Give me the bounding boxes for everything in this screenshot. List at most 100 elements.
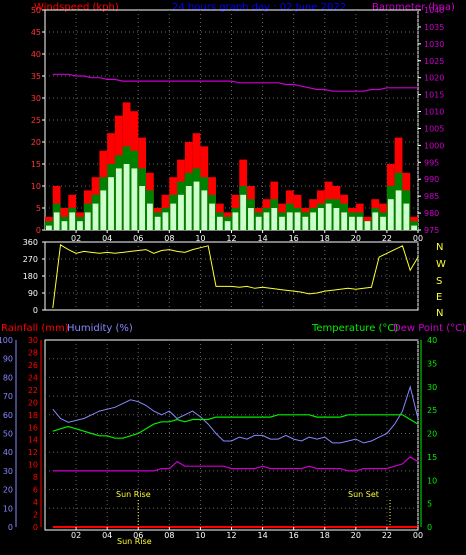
speed-bar bbox=[403, 203, 410, 230]
speed-bar bbox=[147, 203, 153, 230]
speed-bar bbox=[162, 212, 169, 230]
panel1-x-axis: 02 04 06 08 10 12 14 16 18 20 22 00 bbox=[71, 230, 423, 243]
speed-bar bbox=[325, 203, 332, 230]
panel2-grid bbox=[45, 242, 419, 310]
compass-e: E bbox=[436, 292, 442, 303]
speed-bar bbox=[224, 221, 231, 230]
x-tick-label: 00 bbox=[413, 531, 423, 540]
x-tick-label: 02 bbox=[71, 234, 81, 243]
barometer-tick-label: 1000 bbox=[424, 141, 444, 150]
speed-bar bbox=[248, 208, 254, 230]
barometer-tick-label: 1035 bbox=[424, 23, 444, 32]
windspeed-tick-label: 30 bbox=[31, 94, 41, 103]
direction-tick-label: 180 bbox=[23, 272, 38, 281]
windspeed-label: Windspeed (kph) bbox=[34, 2, 119, 13]
windspeed-tick-label: 25 bbox=[31, 116, 41, 125]
windspeed-axis: 0 5 10 15 20 25 30 35 40 45 50 bbox=[31, 6, 45, 235]
humidity-tick-label: 30 bbox=[3, 467, 13, 476]
wind-series bbox=[45, 73, 418, 230]
direction-series bbox=[52, 243, 419, 309]
direction-tick-label: 0 bbox=[33, 306, 38, 315]
speed-bar bbox=[240, 194, 247, 230]
speed-bar bbox=[154, 216, 161, 230]
x-tick-label: 20 bbox=[351, 531, 361, 540]
speed-bar bbox=[77, 221, 83, 230]
direction-line bbox=[52, 243, 419, 309]
rainfall-tick-label: 12 bbox=[28, 448, 38, 457]
x-tick-label: 16 bbox=[289, 234, 299, 243]
speed-bar bbox=[356, 216, 363, 230]
temperature-tick-label: 10 bbox=[427, 476, 437, 485]
speed-bar bbox=[170, 203, 177, 230]
x-tick-label: 18 bbox=[320, 234, 330, 243]
humidity-tick-label: 50 bbox=[3, 430, 13, 439]
speed-bar bbox=[131, 168, 138, 230]
temperature-tick-label: 30 bbox=[427, 383, 437, 392]
temperature-tick-label: 40 bbox=[427, 336, 437, 345]
speed-bar bbox=[46, 225, 52, 230]
dewpoint-label: Dew Point (°C) bbox=[393, 323, 466, 334]
direction-tick-label: 360 bbox=[23, 238, 38, 247]
humidity-tick-label: 80 bbox=[3, 373, 13, 382]
windspeed-tick-label: 15 bbox=[31, 160, 41, 169]
x-tick-label: 18 bbox=[320, 531, 330, 540]
barometer-tick-label: 1005 bbox=[424, 124, 444, 133]
humidity-tick-label: 100 bbox=[0, 336, 13, 345]
humidity-tick-label: 40 bbox=[3, 448, 13, 457]
rainfall-tick-label: 26 bbox=[28, 361, 38, 370]
speed-bar bbox=[286, 212, 293, 230]
speed-bar bbox=[333, 208, 340, 230]
barometer-tick-label: 985 bbox=[424, 192, 439, 201]
speed-bar bbox=[108, 177, 114, 230]
humidity-tick-label: 10 bbox=[3, 504, 13, 513]
barometer-tick-label: 1010 bbox=[424, 108, 444, 117]
temperature-tick-label: 0 bbox=[427, 523, 432, 532]
wind-direction-panel: 0 90 180 270 360 N W S E N bbox=[23, 238, 446, 319]
speed-bar bbox=[364, 221, 371, 230]
x-tick-label: 10 bbox=[195, 531, 205, 540]
speed-bar bbox=[302, 216, 309, 230]
humidity-tick-label: 70 bbox=[3, 392, 13, 401]
x-tick-label: 22 bbox=[382, 531, 392, 540]
humidity-tick-label: 60 bbox=[3, 411, 13, 420]
rainfall-tick-label: 20 bbox=[28, 398, 38, 407]
x-tick-label: 06 bbox=[133, 234, 143, 243]
humidity-axis: 0 10 20 30 40 50 60 70 80 90 100 bbox=[0, 336, 17, 532]
barometer-tick-label: 975 bbox=[424, 226, 439, 235]
barometer-tick-label: 1030 bbox=[424, 40, 444, 49]
compass-w: W bbox=[436, 259, 446, 270]
speed-bar bbox=[380, 216, 386, 230]
windspeed-tick-label: 10 bbox=[31, 182, 41, 191]
compass-n-top: N bbox=[436, 242, 443, 253]
barometer-line bbox=[52, 73, 418, 92]
speed-bar bbox=[100, 190, 107, 230]
x-tick-label: 04 bbox=[102, 234, 112, 243]
speed-bar bbox=[387, 199, 394, 230]
direction-axis: 0 90 180 270 360 bbox=[23, 238, 45, 315]
panel3-x-axis: 02 04 06 08 10 12 14 16 18 20 22 00 bbox=[71, 527, 423, 540]
speed-bar bbox=[61, 221, 68, 230]
rainfall-tick-label: 6 bbox=[33, 486, 38, 495]
speed-bar bbox=[84, 212, 91, 230]
windspeed-tick-label: 0 bbox=[36, 226, 41, 235]
x-tick-label: 20 bbox=[351, 234, 361, 243]
speed-bar bbox=[92, 203, 99, 230]
rainfall-tick-label: 8 bbox=[33, 473, 38, 482]
speed-bar bbox=[349, 216, 355, 230]
barometer-axis: 975 980 985 990 995 1000 1005 1010 1015 1020 1025 1… bbox=[418, 6, 444, 235]
speed-bar bbox=[53, 212, 60, 230]
sunset-label: Sun Set bbox=[348, 490, 379, 499]
x-tick-label: 14 bbox=[257, 531, 267, 540]
rainfall-tick-label: 2 bbox=[33, 511, 38, 520]
windspeed-tick-label: 45 bbox=[31, 28, 41, 37]
temperature-axis: 0 5 10 15 20 25 30 35 40 bbox=[420, 336, 437, 532]
speed-bar bbox=[372, 212, 379, 230]
x-tick-label: 02 bbox=[71, 531, 81, 540]
compass-s: S bbox=[436, 276, 442, 287]
speed-bar bbox=[115, 168, 122, 230]
speed-bar bbox=[255, 216, 262, 230]
rainfall-tick-label: 22 bbox=[28, 386, 38, 395]
humidity-tick-label: 20 bbox=[3, 486, 13, 495]
